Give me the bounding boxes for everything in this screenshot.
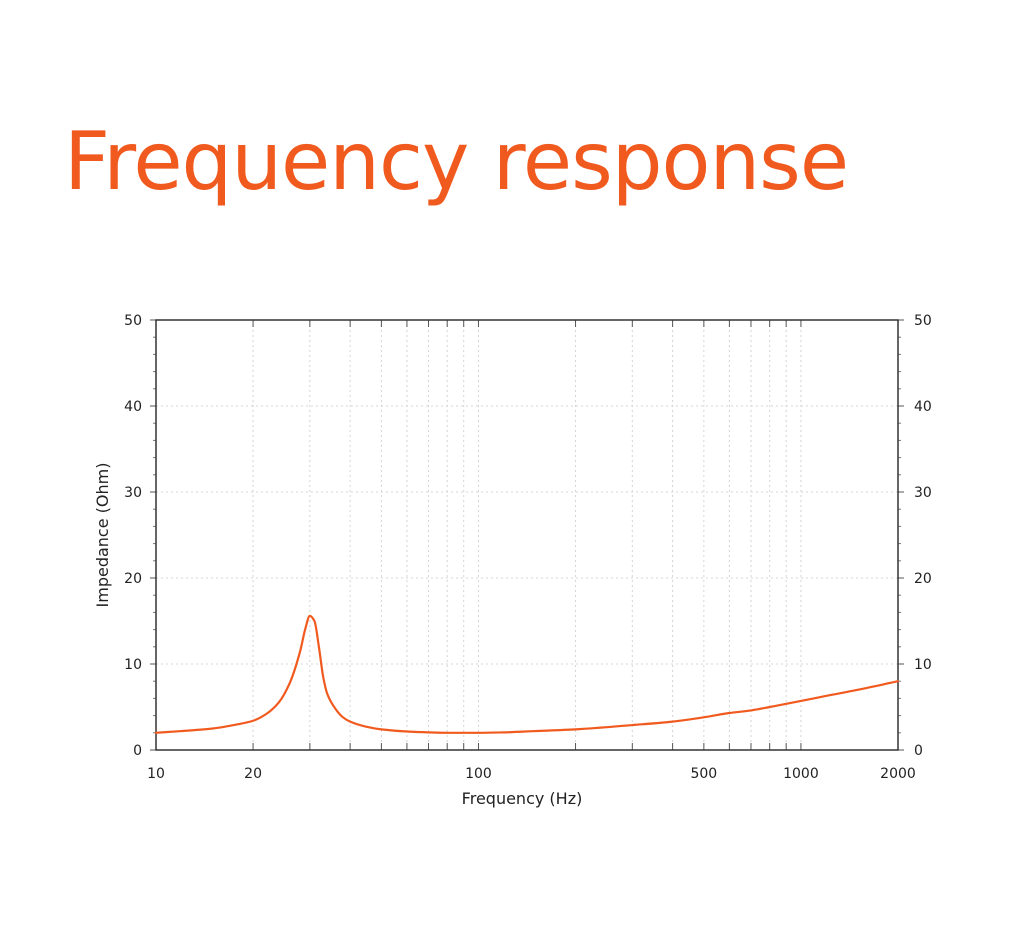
y-tick-label-left: 0 [133,743,142,759]
x-tick-label: 2000 [880,766,916,782]
y-tick-label-left: 40 [124,399,142,415]
x-tick-label: 1000 [783,766,819,782]
y-tick-label-left: 50 [124,313,142,329]
x-axis-label: Frequency (Hz) [462,789,583,808]
y-tick-label-left: 20 [124,571,142,587]
y-tick-label-right: 40 [914,399,932,415]
y-tick-label-right: 0 [914,743,923,759]
y-tick-label-right: 50 [914,313,932,329]
x-tick-label: 10 [147,766,165,782]
page-title: Frequency response [64,115,849,208]
impedance-series-line [154,614,900,734]
x-tick-label: 100 [465,766,492,782]
y-tick-label-right: 20 [914,571,932,587]
series-layer [154,614,900,734]
y-tick-label-right: 10 [914,657,932,673]
axis-ticks [150,319,904,751]
y-tick-label-right: 30 [914,485,932,501]
y-tick-label-left: 10 [124,657,142,673]
x-tick-label: 20 [244,766,262,782]
y-axis-label: Impedance (Ohm) [93,463,112,608]
x-tick-label: 500 [690,766,717,782]
tick-labels: 10 20 100 500 1000 2000 0 0 10 10 20 20 30 30 40 40 50 50 [124,313,932,782]
grid [156,320,898,750]
plot-frame [155,319,899,751]
y-tick-label-left: 30 [124,485,142,501]
